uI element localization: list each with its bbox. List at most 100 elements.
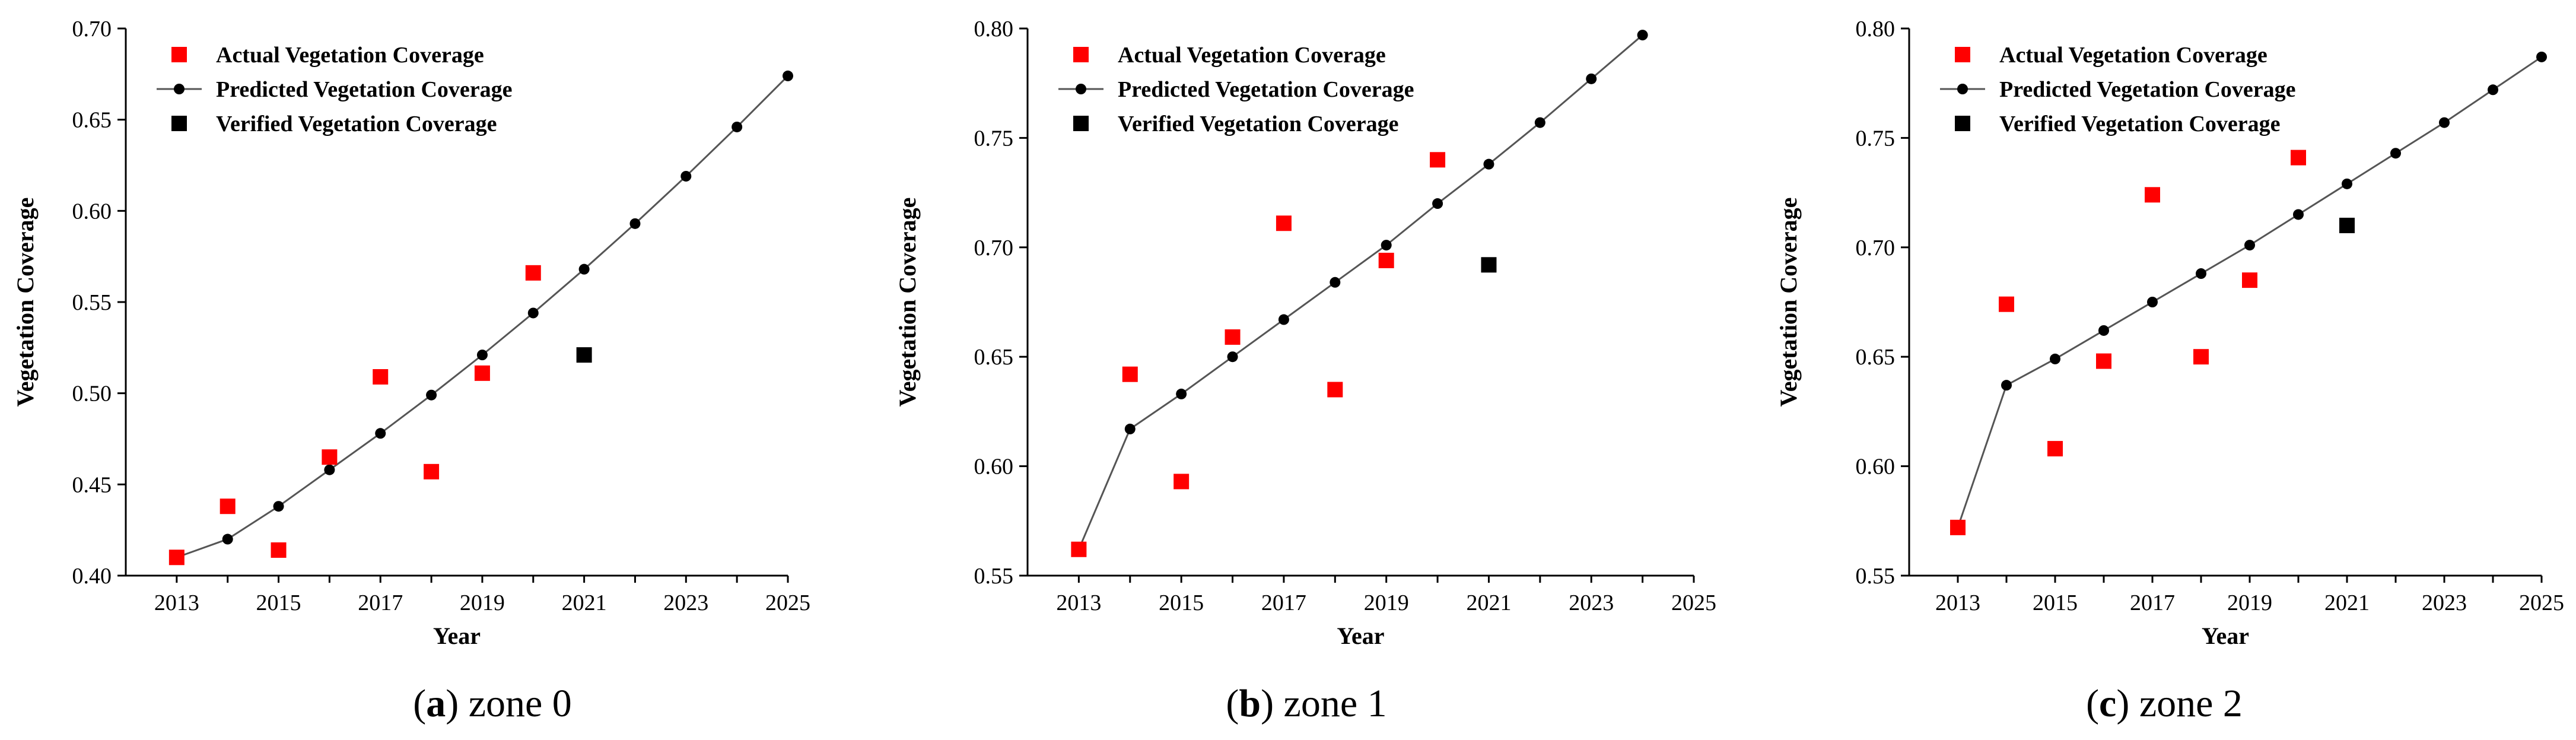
actual-point xyxy=(424,463,440,479)
predicted-point xyxy=(1381,240,1392,251)
predicted-point xyxy=(1227,351,1238,363)
chart-panel-2: 0.55 0.60 0.65 0.70 0.75 0.80 2013 2015 2017 2019… xyxy=(1775,17,2564,649)
legend: Actual Vegetation Coverage Predicted Vege… xyxy=(157,43,513,136)
predicted-point xyxy=(476,350,488,361)
verified-point xyxy=(1481,257,1497,273)
predicted-point xyxy=(527,307,539,319)
predicted-point xyxy=(426,389,437,401)
predicted-point xyxy=(1124,423,1136,434)
predicted-point xyxy=(1278,314,1289,325)
actual-point xyxy=(1122,366,1138,382)
x-tick-label: 2019 xyxy=(460,590,505,615)
caption-c-text: zone 2 xyxy=(2139,682,2243,725)
actual-point xyxy=(1327,382,1343,398)
x-tick-label: 2017 xyxy=(1261,590,1306,615)
predicted-point xyxy=(1483,158,1494,170)
predicted-point xyxy=(578,263,590,275)
y-tick-label: 0.50 xyxy=(72,382,112,406)
predicted-point xyxy=(273,501,284,512)
x-axis-title: Year xyxy=(433,623,481,649)
legend-label-verified: Verified Vegetation Coverage xyxy=(1999,112,2281,136)
actual-point xyxy=(1999,296,2014,312)
y-tick-label: 0.40 xyxy=(72,564,112,589)
predicted-point xyxy=(2001,380,2012,391)
x-tick-label: 2023 xyxy=(1569,590,1614,615)
caption-c: (c) zone 2 xyxy=(2086,682,2243,725)
predicted-point xyxy=(1586,73,1597,84)
actual-point xyxy=(168,550,185,566)
actual-point xyxy=(373,369,389,385)
legend-label-predicted: Predicted Vegetation Coverage xyxy=(1118,77,1414,102)
actual-point xyxy=(1950,519,1966,535)
y-tick-label: 0.70 xyxy=(72,17,112,42)
x-tick-label: 2021 xyxy=(2324,590,2370,615)
x-axis-title: Year xyxy=(1337,623,1385,649)
legend-label-actual: Actual Vegetation Coverage xyxy=(1999,43,2267,68)
x-tick-label: 2015 xyxy=(256,590,301,615)
x-axis-title: Year xyxy=(2202,623,2249,649)
y-tick-label: 0.65 xyxy=(1856,345,1896,370)
legend-label-verified: Verified Vegetation Coverage xyxy=(1118,112,1399,136)
y-tick-label: 0.75 xyxy=(1856,126,1896,151)
actual-point xyxy=(2047,441,2063,457)
legend-marker-verified xyxy=(1955,116,1970,131)
legend-marker-actual xyxy=(1073,47,1089,62)
actual-point xyxy=(2193,349,2209,365)
legend: Actual Vegetation Coverage Predicted Vege… xyxy=(1058,43,1414,136)
predicted-point xyxy=(1330,277,1341,288)
predicted-line xyxy=(1078,34,1643,550)
predicted-point xyxy=(222,533,233,545)
predicted-point xyxy=(2098,325,2109,336)
predicted-point xyxy=(2488,84,2498,96)
chart-panel-0: 0.40 0.45 0.50 0.55 0.60 0.65 0.70 2013 2015 2017… xyxy=(12,17,810,649)
actual-point xyxy=(1071,541,1087,557)
predicted-point xyxy=(324,464,335,475)
legend-marker-predicted xyxy=(174,84,185,94)
legend-label-actual: Actual Vegetation Coverage xyxy=(216,43,484,68)
predicted-line xyxy=(176,75,789,558)
predicted-point xyxy=(2439,117,2450,128)
legend-label-verified: Verified Vegetation Coverage xyxy=(216,112,497,136)
legend-marker-predicted xyxy=(1957,84,1968,94)
legend-marker-actual xyxy=(171,47,187,62)
y-tick-label: 0.60 xyxy=(1856,455,1896,479)
y-tick-label: 0.65 xyxy=(72,108,112,133)
predicted-point xyxy=(680,170,692,182)
x-tick-label: 2013 xyxy=(1056,590,1101,615)
legend-marker-verified xyxy=(171,116,187,131)
predicted-point xyxy=(1534,117,1545,128)
x-tick-label: 2021 xyxy=(1466,590,1511,615)
x-tick-label: 2023 xyxy=(2422,590,2467,615)
y-tick-label: 0.70 xyxy=(974,236,1014,261)
y-axis-title: Vegetation Coverage xyxy=(1775,198,1802,407)
predicted-point xyxy=(732,121,743,132)
x-tick-label: 2025 xyxy=(1671,590,1716,615)
legend-label-actual: Actual Vegetation Coverage xyxy=(1118,43,1386,68)
predicted-point xyxy=(2244,240,2255,251)
y-tick-label: 0.70 xyxy=(1856,236,1896,261)
y-tick-label: 0.55 xyxy=(72,290,112,315)
predicted-point xyxy=(1637,30,1648,41)
actual-point xyxy=(1173,474,1190,490)
caption-b-text: zone 1 xyxy=(1283,682,1387,725)
caption-c-letter: c xyxy=(2099,682,2117,725)
legend-marker-actual xyxy=(1955,47,1970,62)
actual-point xyxy=(220,498,236,514)
y-tick-label: 0.55 xyxy=(1856,564,1896,589)
caption-a-text: zone 0 xyxy=(468,682,572,725)
predicted-point xyxy=(783,70,793,81)
x-tick-label: 2017 xyxy=(358,590,403,615)
y-tick-label: 0.55 xyxy=(974,564,1014,589)
legend-label-predicted: Predicted Vegetation Coverage xyxy=(216,77,513,102)
predicted-point xyxy=(2342,178,2352,189)
x-tick-label: 2025 xyxy=(765,590,810,615)
predicted-point xyxy=(1432,198,1443,209)
actual-point xyxy=(271,542,287,558)
predicted-point xyxy=(2147,297,2158,307)
y-tick-label: 0.80 xyxy=(1856,17,1896,42)
x-tick-label: 2023 xyxy=(663,590,708,615)
x-tick-label: 2025 xyxy=(2519,590,2564,615)
verified-point xyxy=(2339,217,2355,233)
x-tick-label: 2019 xyxy=(2227,590,2272,615)
